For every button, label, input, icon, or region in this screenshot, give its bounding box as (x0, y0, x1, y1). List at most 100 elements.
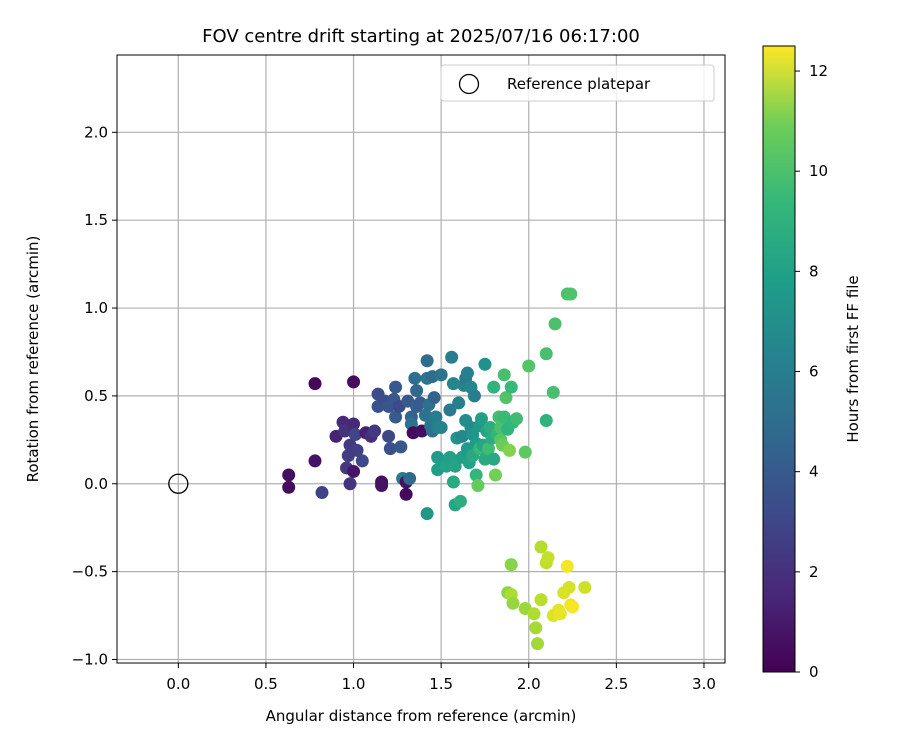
data-point (541, 551, 555, 565)
colorbar-label: Hours from first FF file (844, 275, 862, 442)
colorbar-tick-label: 10 (809, 162, 828, 180)
data-point (504, 558, 518, 572)
y-tick-label: 0.0 (84, 475, 108, 493)
data-point (518, 445, 532, 459)
data-point (394, 440, 408, 454)
data-point (522, 359, 536, 373)
data-point (347, 375, 361, 389)
data-point (389, 410, 403, 424)
y-tick-label: −1.0 (72, 650, 108, 668)
data-point (308, 454, 322, 468)
x-tick-label: 2.0 (517, 675, 541, 693)
data-point (282, 480, 296, 494)
data-point (403, 471, 417, 485)
data-points (282, 287, 592, 651)
x-tick-label: 0.0 (166, 675, 190, 693)
data-point (368, 424, 382, 438)
data-point (383, 442, 397, 456)
data-point (467, 389, 481, 403)
x-axis-label: Angular distance from reference (arcmin) (266, 707, 577, 725)
data-point (499, 391, 513, 405)
y-tick-label: 1.0 (84, 299, 108, 317)
data-point (553, 607, 567, 621)
data-point (453, 494, 467, 508)
data-point (382, 429, 396, 443)
data-point (531, 637, 545, 651)
data-point (452, 396, 466, 410)
y-tick-label: 2.0 (84, 123, 108, 141)
data-point (548, 317, 562, 331)
y-axis-ticks: −1.0 −0.5 0.0 0.5 1.0 1.5 2.0 (72, 123, 117, 668)
data-point (487, 452, 501, 466)
data-point (389, 380, 403, 394)
x-tick-label: 0.5 (254, 675, 278, 693)
data-point (509, 412, 523, 426)
colorbar: 0 2 4 6 8 10 12 Hours from first FF file (762, 45, 862, 681)
data-point (420, 507, 434, 521)
data-point (443, 403, 457, 417)
data-point (487, 380, 501, 394)
data-point (481, 442, 495, 456)
data-point (469, 468, 483, 482)
data-point (506, 596, 520, 610)
x-axis-ticks: 0.0 0.5 1.0 1.5 2.0 2.5 3.0 (166, 663, 716, 693)
grid (117, 55, 725, 663)
colorbar-tick-label: 6 (809, 363, 819, 381)
data-point (445, 350, 459, 364)
data-point (474, 412, 488, 426)
data-point (504, 380, 518, 394)
data-point (560, 559, 574, 573)
data-point (410, 384, 424, 398)
colorbar-tick-label: 0 (809, 663, 819, 681)
data-point (434, 421, 448, 435)
data-point (375, 479, 389, 493)
data-point (562, 580, 576, 594)
y-axis-label: Rotation from reference (arcmin) (24, 236, 42, 483)
data-point (455, 429, 469, 443)
colorbar-gradient (762, 45, 796, 673)
data-point (539, 347, 553, 361)
data-point (478, 357, 492, 371)
legend-reference-marker (458, 73, 480, 95)
y-tick-label: 1.5 (84, 211, 108, 229)
x-tick-label: 1.5 (429, 675, 453, 693)
plot-frame (116, 54, 726, 664)
data-point (434, 368, 448, 382)
y-tick-label: −0.5 (72, 563, 108, 581)
data-point (446, 377, 460, 391)
data-point (408, 371, 422, 385)
data-point (347, 417, 361, 431)
data-point (566, 600, 580, 614)
x-tick-label: 2.5 (604, 675, 628, 693)
x-tick-label: 1.0 (342, 675, 366, 693)
data-point (355, 454, 369, 468)
data-point (578, 580, 592, 594)
data-point (539, 414, 553, 428)
data-point (347, 464, 361, 478)
data-point (429, 410, 443, 424)
data-point (427, 391, 441, 405)
chart-title: FOV centre drift starting at 2025/07/16 … (202, 26, 640, 47)
data-point (502, 443, 516, 457)
colorbar-ticks: 0 2 4 6 8 10 12 (795, 62, 828, 681)
data-point (399, 487, 413, 501)
data-point (460, 366, 474, 380)
data-point (497, 368, 511, 382)
data-point (338, 424, 352, 438)
data-point (488, 468, 502, 482)
data-point (446, 475, 460, 489)
data-point (527, 607, 541, 621)
data-point (471, 479, 485, 493)
data-point (308, 377, 322, 391)
data-point (350, 443, 364, 457)
data-point (448, 459, 462, 473)
data-point (315, 486, 329, 500)
data-point (418, 408, 432, 422)
data-point (529, 621, 543, 635)
data-point (343, 477, 357, 491)
data-point (282, 468, 296, 482)
data-point (546, 385, 560, 399)
colorbar-tick-label: 8 (809, 262, 819, 280)
data-point (420, 354, 434, 368)
